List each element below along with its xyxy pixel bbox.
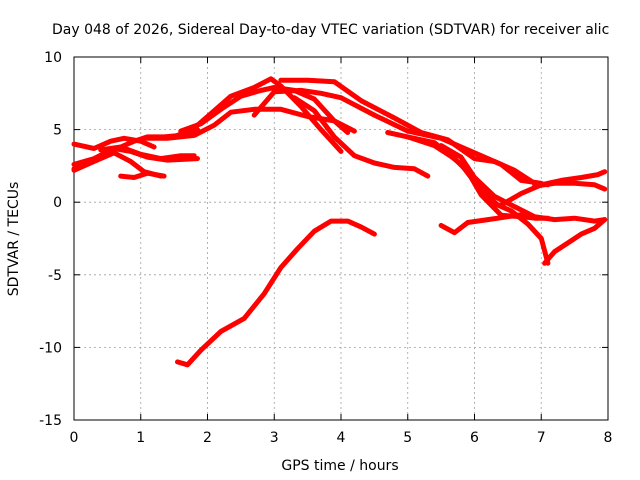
chart-title: Day 048 of 2026, Sidereal Day-to-day VTE… xyxy=(52,22,609,38)
series-line-track-18 xyxy=(438,211,531,236)
series-line-track-17 xyxy=(532,180,608,192)
x-tick-label: 3 xyxy=(270,430,279,446)
series-line-track-20 xyxy=(175,218,377,368)
y-tick-label: -10 xyxy=(39,340,62,356)
series-line-track-14 xyxy=(405,134,551,266)
series-line-track-6 xyxy=(118,170,167,180)
x-tick-label: 6 xyxy=(470,430,479,446)
series-line-track-15 xyxy=(438,143,608,224)
series-line-track-12 xyxy=(291,95,431,179)
x-tick-label: 2 xyxy=(203,430,212,446)
y-tick-label: 10 xyxy=(44,50,62,66)
x-tick-label: 7 xyxy=(537,430,546,446)
series-line-track-9 xyxy=(178,85,351,135)
y-tick-label: -15 xyxy=(39,413,62,429)
series-layer xyxy=(71,76,608,368)
y-tick-label: 5 xyxy=(53,123,62,139)
x-axis-label: GPS time / hours xyxy=(281,458,398,474)
series-line-track-19 xyxy=(542,217,608,266)
y-axis-label: SDTVAR / TECUs xyxy=(6,182,22,297)
x-tick-label: 4 xyxy=(337,430,346,446)
y-tick-label: -5 xyxy=(48,268,62,284)
series-line-track-11 xyxy=(278,77,551,188)
x-tick-label: 5 xyxy=(403,430,412,446)
x-tick-label: 1 xyxy=(136,430,145,446)
series-line-track-16 xyxy=(498,169,608,208)
x-tick-label: 0 xyxy=(70,430,79,446)
grid xyxy=(74,57,608,420)
series-line-track-5 xyxy=(98,144,197,162)
x-tick-label: 8 xyxy=(604,430,613,446)
axis-ticks: 0 1 2 3 4 5 6 7 8 10 5 0 -5 -10 -15 xyxy=(39,50,612,446)
y-tick-label: 0 xyxy=(53,195,62,211)
series-line-track-2 xyxy=(71,135,157,151)
